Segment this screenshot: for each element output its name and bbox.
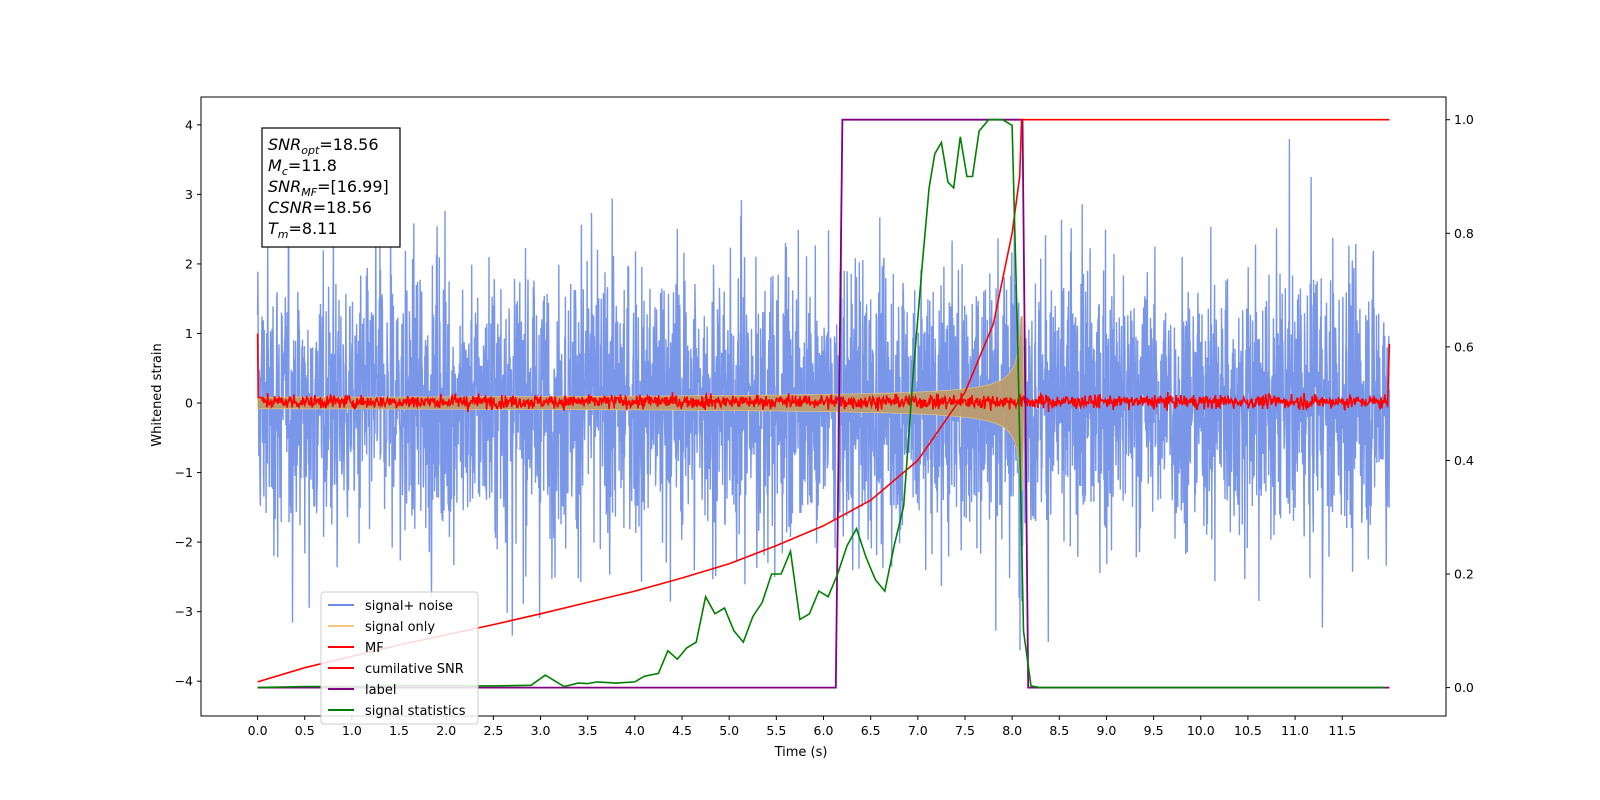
stats-row: SNRMF=[16.99] — [268, 177, 389, 199]
x-tick-label: 1.5 — [389, 723, 409, 738]
x-tick-label: 7.5 — [955, 723, 975, 738]
x-tick-label: 5.0 — [719, 723, 739, 738]
legend-entry: cumilative SNR — [365, 662, 464, 677]
x-axis-label: Time (s) — [774, 745, 828, 760]
legend-frame — [320, 591, 479, 725]
plot-area — [256, 118, 1391, 689]
x-tick-label: 10.5 — [1234, 723, 1262, 738]
stats-row: SNRopt=18.56 — [268, 135, 379, 157]
legend-entry: signal+ noise — [365, 599, 453, 614]
y-tick-label: 2 — [185, 256, 193, 271]
axes: 0.0 0.5 1.0 1.5 2.0 2.5 3.0 3.5 4.0 4.5 5.0 5.5 6.0 6… — [175, 96, 1474, 738]
x-tick-label: 2.5 — [483, 723, 503, 738]
stats-row-value: =18.56 — [313, 198, 372, 217]
x-tick-label: 8.0 — [1002, 723, 1022, 738]
y-tick-label: 0 — [185, 396, 193, 411]
y-tick-label: 1 — [185, 326, 193, 341]
x-tick-label: 0.0 — [248, 723, 268, 738]
stats-row: Mc=11.8 — [268, 156, 337, 178]
x-tick-label: 8.5 — [1049, 723, 1069, 738]
x-tick-label: 2.0 — [436, 723, 456, 738]
stats-row-subscript: MF — [301, 186, 317, 199]
x-tick-label: 11.0 — [1281, 723, 1309, 738]
stats-row: Tm=8.11 — [268, 219, 338, 241]
x-tick-label: 11.5 — [1328, 723, 1356, 738]
y2-tick-label: 0.8 — [1454, 226, 1474, 241]
y2-tick-label: 0.4 — [1454, 453, 1474, 468]
x-tick-label: 3.0 — [531, 723, 551, 738]
x-tick-label: 6.0 — [814, 723, 834, 738]
stats-row-subscript: c — [282, 165, 288, 178]
y-tick-label: −1 — [175, 465, 193, 480]
x-tick-label: 9.0 — [1097, 723, 1117, 738]
y-tick-label: −3 — [175, 604, 193, 619]
y-tick-label: 4 — [185, 117, 193, 132]
legend-entry: signal only — [365, 620, 435, 635]
series-signal-statistics-line — [257, 118, 1385, 689]
stats-row-subscript: m — [278, 228, 289, 241]
stats-row-symbol: T — [268, 219, 279, 238]
stats-row-symbol: SNR — [268, 177, 301, 196]
series-group — [256, 118, 1391, 689]
series-mf-line — [256, 333, 1391, 413]
legend-entry: signal statistics — [365, 704, 466, 719]
y2-tick-label: 0.2 — [1454, 567, 1474, 582]
x-tick-label: 6.5 — [861, 723, 881, 738]
x-tick-label: 7.0 — [908, 723, 928, 738]
x-tick-label: 5.5 — [766, 723, 786, 738]
legend: signal+ noise signal only MF cumilative SNR… — [320, 591, 479, 725]
x-tick-label: 1.0 — [342, 723, 362, 738]
stats-row-symbol: CSNR — [268, 198, 313, 217]
legend-entry: label — [365, 683, 396, 698]
x-tick-label: 3.5 — [578, 723, 598, 738]
x-tick-label: 4.0 — [625, 723, 645, 738]
y2-tick-label: 0.0 — [1454, 680, 1474, 695]
y2-tick-label: 0.6 — [1454, 339, 1474, 354]
stats-row-symbol: M — [268, 156, 282, 175]
y-tick-label: −2 — [175, 535, 193, 550]
stats-box-frame — [261, 127, 401, 248]
legend-entry: MF — [365, 641, 384, 656]
x-tick-label: 4.5 — [672, 723, 692, 738]
stats-row-value: =18.56 — [319, 135, 378, 154]
stats-row-subscript: opt — [301, 144, 320, 157]
stats-row-symbol: SNR — [268, 135, 301, 154]
x-tick-label: 0.5 — [295, 723, 315, 738]
stats-row: CSNR=18.56 — [268, 198, 372, 217]
y2-tick-label: 1.0 — [1454, 112, 1474, 127]
series-signal-noise-line — [256, 138, 1391, 651]
stats-row-value: =[16.99] — [317, 177, 389, 196]
x-tick-label: 9.5 — [1144, 723, 1164, 738]
x-tick-label: 10.0 — [1187, 723, 1215, 738]
stats-row-value: =8.11 — [289, 219, 338, 238]
stats-box: SNRopt=18.56Mc=11.8SNRMF=[16.99]CSNR=18.… — [261, 127, 401, 248]
y-axis-label: Whitened strain — [150, 343, 165, 446]
y-tick-label: −4 — [175, 674, 193, 689]
y-tick-label: 3 — [185, 187, 193, 202]
stats-row-value: =11.8 — [288, 156, 337, 175]
